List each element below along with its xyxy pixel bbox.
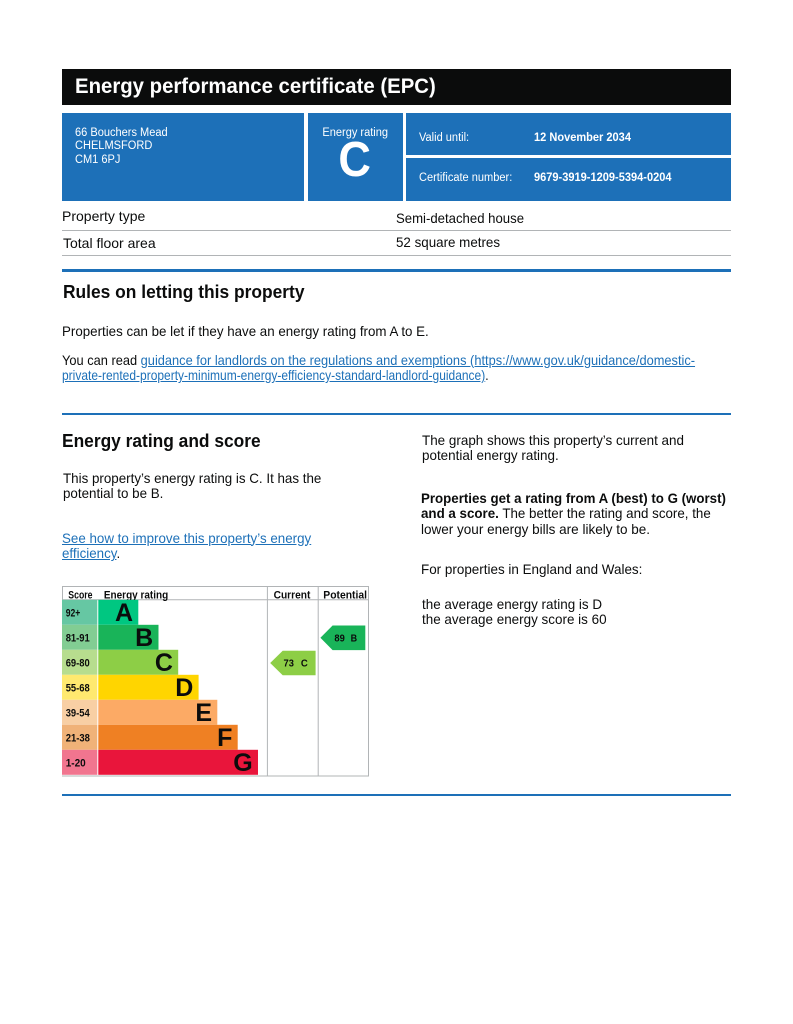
svg-text:C: C — [301, 658, 308, 669]
svg-text:73: 73 — [284, 658, 295, 669]
svg-text:39-54: 39-54 — [66, 707, 91, 719]
svg-text:69-80: 69-80 — [66, 657, 90, 669]
svg-text:1-20: 1-20 — [66, 757, 86, 769]
svg-text:C: C — [155, 648, 173, 676]
svg-text:55-68: 55-68 — [66, 682, 90, 694]
svg-text:B: B — [351, 633, 358, 644]
svg-text:92+: 92+ — [66, 607, 81, 619]
svg-text:89: 89 — [334, 633, 345, 644]
svg-text:Potential: Potential — [323, 589, 367, 601]
svg-text:Current: Current — [274, 589, 311, 601]
svg-text:B: B — [135, 623, 153, 651]
svg-text:G: G — [233, 748, 252, 776]
svg-text:Energy rating: Energy rating — [104, 589, 168, 601]
svg-text:D: D — [175, 673, 193, 701]
svg-text:21-38: 21-38 — [66, 732, 90, 744]
svg-text:F: F — [217, 723, 232, 751]
svg-text:A: A — [115, 598, 133, 626]
svg-text:E: E — [195, 698, 212, 726]
svg-text:81-91: 81-91 — [66, 632, 90, 644]
svg-text:Score: Score — [68, 589, 92, 601]
